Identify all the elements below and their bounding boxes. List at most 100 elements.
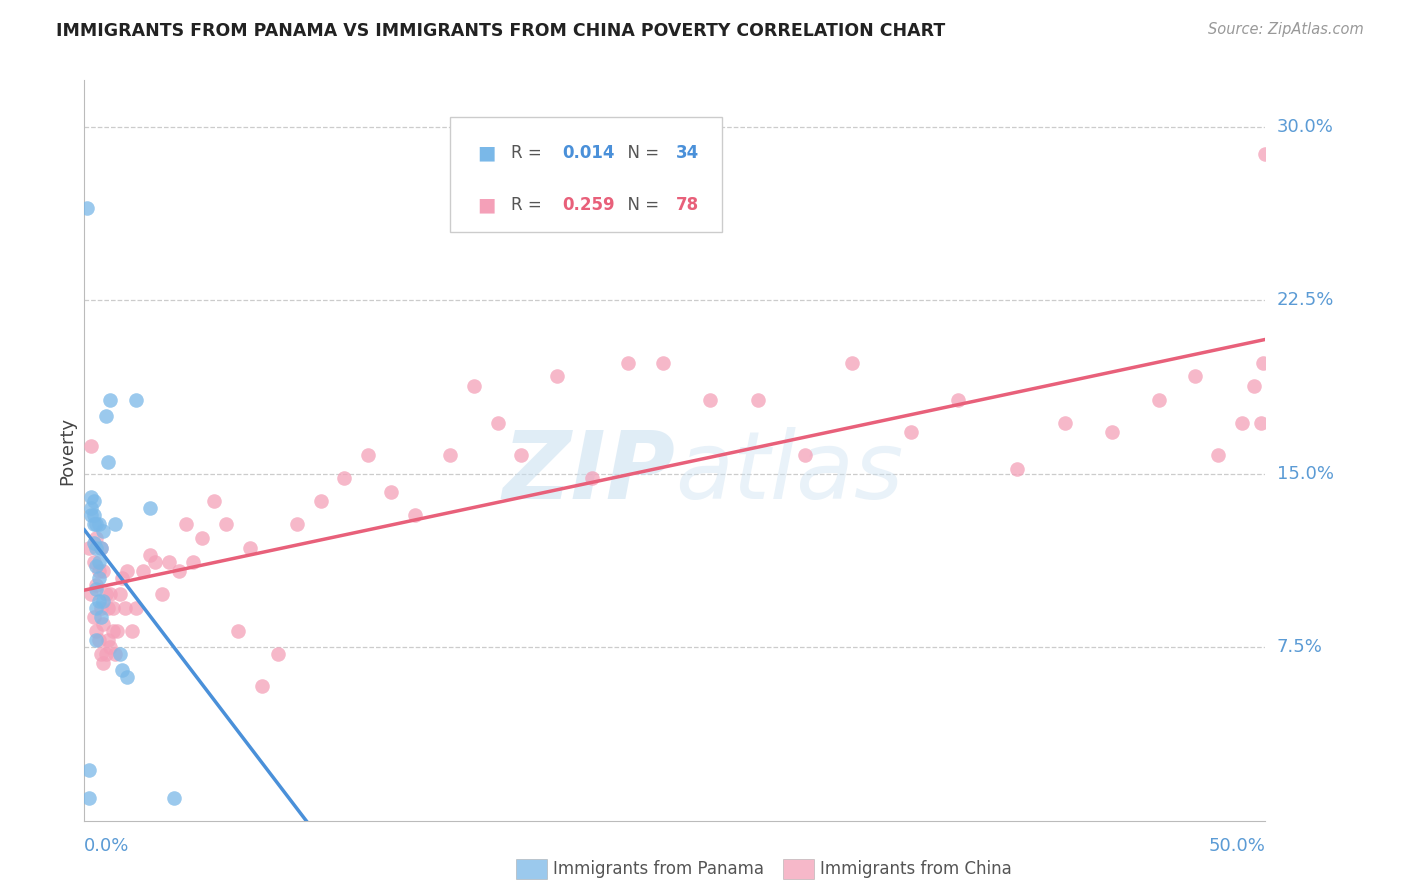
Point <box>84 624 107 638</box>
Point <box>111 663 134 677</box>
Point <box>77 790 100 805</box>
Text: 0.0%: 0.0% <box>84 838 129 855</box>
Point <box>90 541 112 555</box>
Point <box>163 790 186 805</box>
Point <box>84 517 107 532</box>
Point <box>841 355 863 369</box>
Point <box>699 392 721 407</box>
Text: IMMIGRANTS FROM PANAMA VS IMMIGRANTS FROM CHINA POVERTY CORRELATION CHART: IMMIGRANTS FROM PANAMA VS IMMIGRANTS FRO… <box>56 22 945 40</box>
Point <box>546 369 568 384</box>
Point <box>97 600 120 615</box>
Text: 50.0%: 50.0% <box>1209 838 1265 855</box>
Point <box>90 647 112 661</box>
Point <box>900 425 922 439</box>
Point <box>84 582 107 597</box>
Point <box>510 448 533 462</box>
Point <box>84 559 107 574</box>
Point <box>97 633 120 648</box>
Point <box>1251 355 1274 369</box>
Point <box>267 647 290 661</box>
Point <box>83 536 105 550</box>
Point <box>84 532 107 546</box>
Point <box>87 594 110 608</box>
Point <box>94 409 117 423</box>
Point <box>167 564 190 578</box>
Point <box>333 471 356 485</box>
Point <box>83 554 105 569</box>
Point <box>84 633 107 648</box>
Point <box>91 617 114 632</box>
Point <box>1053 416 1076 430</box>
Text: N =: N = <box>617 145 665 162</box>
Point <box>439 448 461 462</box>
Y-axis label: Poverty: Poverty <box>58 417 76 484</box>
FancyBboxPatch shape <box>450 117 723 232</box>
Point <box>132 564 155 578</box>
Text: ■: ■ <box>478 144 496 162</box>
Point <box>97 455 120 469</box>
Point <box>87 633 110 648</box>
Point <box>101 600 124 615</box>
Point <box>793 448 815 462</box>
Point <box>115 564 138 578</box>
Point <box>1101 425 1123 439</box>
Point <box>108 647 131 661</box>
Point <box>108 587 131 601</box>
Point <box>91 564 114 578</box>
Point <box>80 501 103 516</box>
Point <box>90 600 112 615</box>
Point <box>150 587 173 601</box>
Point <box>80 439 103 453</box>
Point <box>1250 416 1272 430</box>
Point <box>139 548 162 562</box>
Point <box>121 624 143 638</box>
Point <box>143 554 166 569</box>
Point <box>215 517 238 532</box>
Point <box>157 554 180 569</box>
Point <box>1243 378 1265 392</box>
Text: R =: R = <box>510 145 547 162</box>
Point <box>139 501 162 516</box>
Text: N =: N = <box>617 195 665 214</box>
Text: ■: ■ <box>478 195 496 214</box>
Text: R =: R = <box>510 195 547 214</box>
Point <box>90 541 112 555</box>
Point <box>181 554 204 569</box>
Point <box>581 471 603 485</box>
Point <box>104 517 127 532</box>
Point <box>616 355 638 369</box>
Point <box>1206 448 1229 462</box>
Point <box>94 647 117 661</box>
Text: Immigrants from China: Immigrants from China <box>820 860 1011 878</box>
Point <box>80 508 103 523</box>
Point <box>98 587 121 601</box>
Point <box>1007 462 1029 476</box>
Point <box>87 571 110 585</box>
Point <box>114 600 136 615</box>
Text: 0.259: 0.259 <box>562 195 616 214</box>
Point <box>250 680 273 694</box>
Point <box>404 508 426 523</box>
Text: 7.5%: 7.5% <box>1277 638 1323 657</box>
Point <box>1147 392 1170 407</box>
Point <box>77 541 100 555</box>
Point <box>84 541 107 555</box>
Point <box>1254 147 1277 161</box>
Point <box>98 640 121 654</box>
Point <box>91 657 114 671</box>
Point <box>115 670 138 684</box>
Point <box>948 392 970 407</box>
Point <box>202 494 225 508</box>
Point <box>191 532 214 546</box>
Point <box>84 600 107 615</box>
Point <box>90 610 112 624</box>
Point <box>111 571 134 585</box>
Point <box>125 392 148 407</box>
Point <box>357 448 380 462</box>
Point <box>285 517 308 532</box>
Point <box>104 647 127 661</box>
Text: 15.0%: 15.0% <box>1277 465 1333 483</box>
Point <box>80 490 103 504</box>
Point <box>486 416 509 430</box>
Point <box>94 587 117 601</box>
